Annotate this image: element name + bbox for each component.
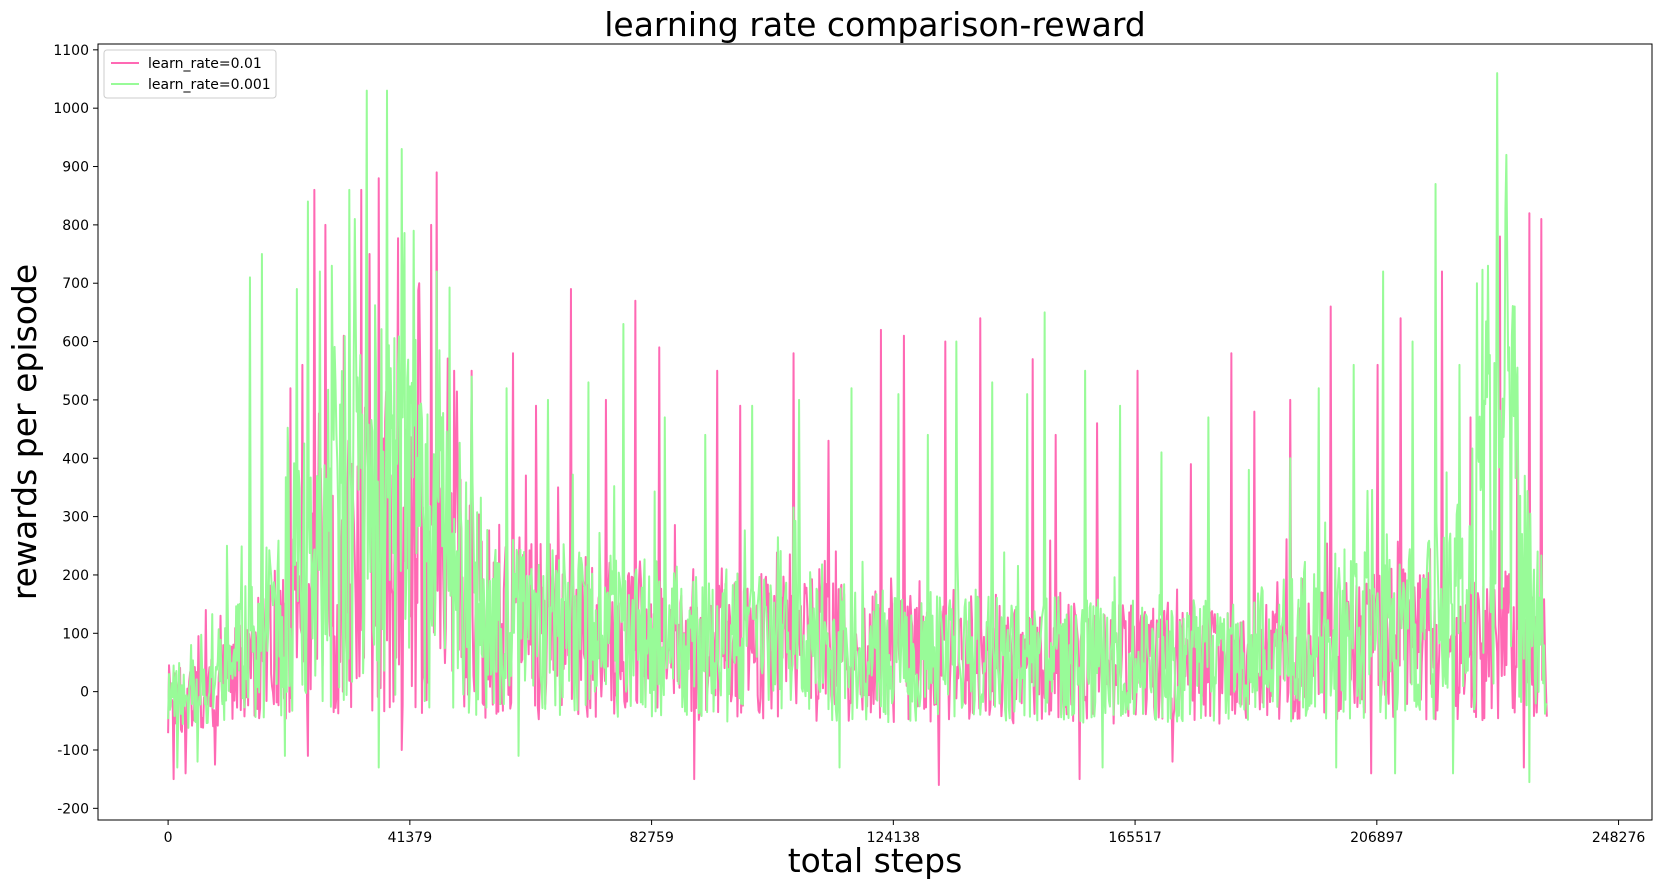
y-tick-label: 200	[62, 568, 89, 584]
series-line-lr-0.001	[167, 72, 1548, 784]
y-tick-label: 400	[62, 451, 89, 467]
x-axis-ticks: 0 41379 82759 124138 165517 206897 248276	[164, 820, 1646, 846]
y-axis-ticks: -200 -100 0 100 200 300 400 500 600 700 800 900 1000…	[53, 43, 98, 817]
y-tick-label: -200	[57, 801, 89, 817]
y-tick-label: 900	[62, 160, 89, 176]
legend-label-lr-0.001: learn_rate=0.001	[148, 77, 271, 93]
x-tick-label: 248276	[1592, 830, 1646, 846]
x-tick-label: 0	[164, 830, 173, 846]
y-tick-label: 800	[62, 218, 89, 234]
y-axis-label: rewards per episode	[5, 264, 44, 600]
legend-label-lr-0.01: learn_rate=0.01	[148, 56, 262, 72]
y-tick-label: 100	[62, 626, 89, 642]
y-tick-label: 600	[62, 335, 89, 351]
legend-box	[103, 49, 277, 99]
y-tick-label: 500	[62, 393, 89, 409]
y-tick-label: 700	[62, 276, 89, 292]
x-tick-label: 206897	[1350, 830, 1403, 846]
plot-frame	[97, 43, 1653, 821]
y-tick-label: 1000	[53, 101, 89, 117]
x-axis-label: total steps	[788, 841, 963, 880]
plot-area	[97, 43, 1653, 821]
y-tick-label: 300	[62, 510, 89, 526]
x-tick-label: 124138	[867, 830, 920, 846]
series-layer	[167, 72, 1548, 786]
x-tick-label: 82759	[629, 830, 674, 846]
y-tick-label: -100	[57, 743, 89, 759]
legend: learn_rate=0.01 learn_rate=0.001	[103, 49, 277, 99]
x-tick-label: 41379	[388, 830, 433, 846]
chart-title: learning rate comparison-reward	[604, 5, 1146, 44]
y-tick-label: 0	[80, 685, 89, 701]
y-tick-label: 1100	[53, 43, 89, 59]
x-tick-label: 165517	[1108, 830, 1161, 846]
